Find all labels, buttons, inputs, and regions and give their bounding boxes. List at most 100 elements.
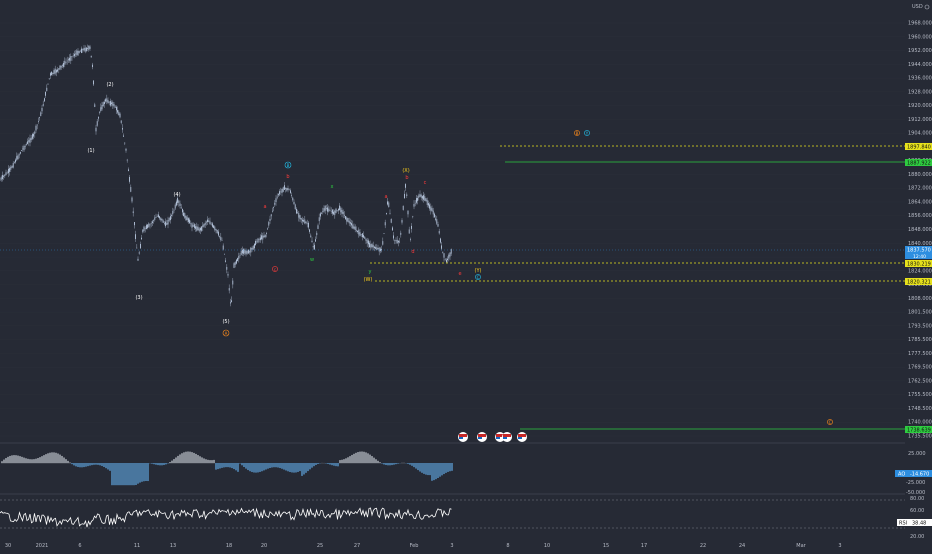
candle-body	[403, 206, 404, 210]
candle-body	[92, 65, 93, 67]
ao-bar	[311, 463, 313, 468]
candle-body	[435, 219, 436, 220]
candle-body	[116, 107, 117, 110]
ao-bar	[287, 463, 289, 471]
ao-bar	[181, 453, 183, 463]
rsi-tick: 20.00	[910, 534, 924, 540]
price-axis[interactable]: USD 1968.0001960.0001952.0001944.0001936…	[908, 4, 932, 440]
candlestick-series	[0, 45, 452, 307]
candle-body	[7, 173, 8, 174]
settings-icon[interactable]	[925, 5, 929, 9]
ao-bar	[309, 463, 311, 469]
candle-body	[6, 172, 7, 175]
event-flag-icon[interactable]	[517, 432, 527, 442]
candle-body	[424, 196, 425, 200]
ao-bar	[423, 463, 425, 474]
candle-body	[230, 302, 231, 303]
candle-body	[111, 103, 112, 105]
candle-body	[76, 51, 77, 55]
candle-body	[248, 250, 249, 254]
ao-bar	[331, 463, 333, 465]
candle-body	[307, 223, 308, 224]
time-tick: 3	[450, 543, 453, 549]
candle-body	[33, 134, 34, 137]
ao-bar	[355, 453, 357, 463]
ao-bar	[371, 456, 373, 463]
ao-bar	[25, 458, 27, 463]
candle-body	[30, 138, 31, 142]
ao-bar	[147, 463, 149, 481]
price-tick: 1801.500	[908, 310, 932, 316]
price-tick: 1840.000	[908, 241, 932, 247]
candle-body	[70, 56, 71, 61]
candle-body	[303, 220, 304, 221]
candle-body	[346, 217, 347, 221]
ao-bar	[201, 457, 203, 463]
candle-body	[144, 227, 145, 231]
candle-body	[162, 219, 163, 221]
candle-body	[216, 229, 217, 231]
ao-bar	[5, 458, 7, 463]
candle-body	[189, 220, 190, 224]
ao-bar	[53, 452, 55, 463]
time-tick: 20	[261, 543, 267, 549]
candle-body	[259, 239, 260, 240]
candle-body	[343, 212, 344, 214]
ao-bar	[211, 460, 213, 463]
price-tick: 1872.000	[908, 186, 932, 192]
candle-body	[151, 223, 152, 224]
ao-bar	[169, 462, 171, 463]
ao-bar	[125, 463, 127, 485]
candle-body	[448, 255, 449, 259]
price-tick: 1952.000	[908, 48, 932, 54]
ao-bar	[281, 463, 283, 469]
ao-bar	[307, 463, 309, 471]
candle-body	[213, 225, 214, 227]
ao-bar	[367, 453, 369, 463]
rsi-title: RSI	[899, 521, 907, 527]
ao-bar	[335, 463, 337, 466]
ao-bar	[135, 463, 137, 485]
ao-bar	[395, 463, 397, 464]
ao-bar	[31, 459, 33, 463]
candle-body	[360, 232, 361, 236]
event-markers[interactable]	[458, 432, 527, 442]
candle-body	[367, 240, 368, 243]
candle-body	[84, 48, 85, 51]
ao-bar	[183, 452, 185, 463]
candle-body	[356, 230, 357, 231]
ao-bar	[207, 460, 209, 463]
candle-body	[319, 217, 320, 221]
candle-body	[32, 134, 33, 139]
candle-body	[282, 189, 283, 193]
ao-bar	[297, 463, 299, 472]
ao-bar	[69, 462, 71, 463]
candle-body	[308, 223, 309, 228]
candle-body	[3, 176, 4, 177]
ao-bar	[35, 459, 37, 463]
candle-body	[39, 117, 40, 118]
time-tick: 24	[739, 543, 745, 549]
candle-body	[410, 239, 411, 240]
candle-body	[196, 226, 197, 230]
candle-body	[15, 160, 16, 163]
ao-bar	[365, 452, 367, 463]
ao-bar	[439, 463, 441, 477]
candle-body	[132, 198, 133, 202]
candle-body	[442, 252, 443, 253]
candle-body	[194, 224, 195, 228]
event-flag-icon[interactable]	[458, 432, 468, 442]
event-flag-icon[interactable]	[477, 432, 487, 442]
candle-body	[249, 251, 250, 252]
ao-bar	[415, 463, 417, 469]
candle-body	[240, 255, 241, 256]
wave-label: x	[331, 184, 334, 190]
candle-body	[336, 209, 337, 213]
candle-body	[36, 126, 37, 131]
ao-bar	[235, 463, 237, 470]
ao-bar	[77, 463, 79, 467]
event-flag-icon[interactable]	[502, 432, 512, 442]
ao-bar	[175, 457, 177, 463]
